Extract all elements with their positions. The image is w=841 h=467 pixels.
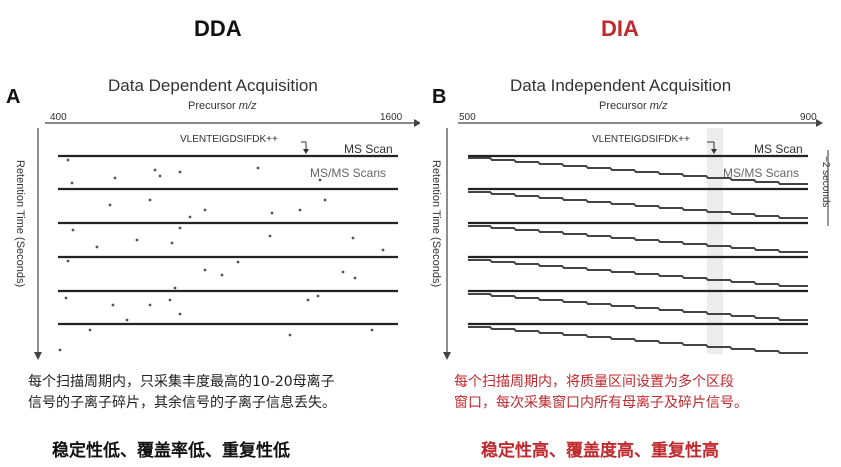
panel-b-mz-text: m/z: [649, 100, 668, 112]
panel-b-window-staircase: [468, 225, 808, 253]
panel-b-ms-scan-label: MS Scan: [754, 142, 803, 156]
panel-b-window-staircase: [468, 293, 808, 321]
panel-b-x-min: 500: [459, 112, 476, 123]
panel-a-letter: A: [6, 86, 21, 108]
panel-a-x-axis-label: Precursor m/z: [188, 100, 256, 112]
panel-b-letter: B: [432, 86, 447, 108]
panel-a-title: Data Dependent Acquisition: [108, 76, 318, 95]
right-description-line2: 窗口，每次采集窗口内所有母离子及碎片信号。: [454, 395, 748, 411]
panel-b-window-staircase: [468, 191, 808, 219]
panel-b-cycle-label: ~2 seconds: [820, 156, 831, 208]
panel-b-window-staircase: [468, 157, 808, 185]
panel-a-plot: [34, 119, 420, 360]
panel-b-x-max: 900: [800, 112, 817, 123]
right-description: 每个扫描周期内，将质量区间设置为多个区段 窗口，每次采集窗口内所有母离子及碎片信…: [454, 372, 748, 414]
panel-b-window-staircase: [468, 326, 808, 354]
panel-a-y-axis-label: Retention Time (Seconds): [14, 160, 26, 288]
panel-a-x-max: 1600: [380, 112, 403, 123]
dia-summary: 稳定性高、覆盖度高、重复性高: [481, 441, 719, 461]
panel-a-x-arrowhead: [414, 119, 420, 127]
right-description-line1: 每个扫描周期内，将质量区间设置为多个区段: [454, 374, 734, 390]
panel-a-ms-scan-label: MS Scan: [344, 142, 393, 156]
panel-b-precursor-text: Precursor: [599, 100, 647, 112]
panel-b-peptide-label: VLENTEIGDSIFDK++: [592, 134, 690, 145]
panel-a-msms-scans-label: MS/MS Scans: [310, 166, 387, 180]
panel-a-mz-text: m/z: [238, 100, 257, 112]
panel-b-x-axis-label: Precursor m/z: [599, 100, 667, 112]
left-description-line2: 信号的子离子碎片，其余信号的子离子信息丢失。: [28, 395, 336, 411]
panel-b-plot: [443, 119, 829, 360]
panel-a-x-min: 400: [50, 112, 67, 123]
panel-b-windows: [468, 157, 808, 354]
panel-a-msms-dots: [58, 158, 385, 352]
left-description-line1: 每个扫描周期内，只采集丰度最高的10-20母离子: [28, 374, 335, 390]
dda-summary: 稳定性低、覆盖率低、重复性低: [52, 441, 290, 461]
left-description: 每个扫描周期内，只采集丰度最高的10-20母离子 信号的子离子碎片，其余信号的子…: [28, 372, 336, 414]
panel-a-precursor-text: Precursor: [188, 100, 236, 112]
dda-heading: DDA: [194, 16, 242, 41]
panel-a-peptide-label: VLENTEIGDSIFDK++: [180, 134, 278, 145]
panel-b-peptide-arrowhead: [711, 149, 717, 154]
panel-b-msms-scans-label: MS/MS Scans: [723, 166, 800, 180]
panel-b-y-axis-label: Retention Time (Seconds): [430, 160, 442, 288]
dia-heading: DIA: [601, 16, 639, 41]
panel-b-y-arrowhead: [443, 352, 451, 360]
panel-b-window-staircase: [468, 259, 808, 287]
panel-b-x-arrowhead: [816, 119, 823, 127]
panel-a-y-arrowhead: [34, 352, 42, 360]
panel-a-peptide-arrowhead: [303, 149, 309, 154]
panel-b-title: Data Independent Acquisition: [510, 76, 732, 95]
panel-b-isolation-column: [707, 128, 723, 354]
